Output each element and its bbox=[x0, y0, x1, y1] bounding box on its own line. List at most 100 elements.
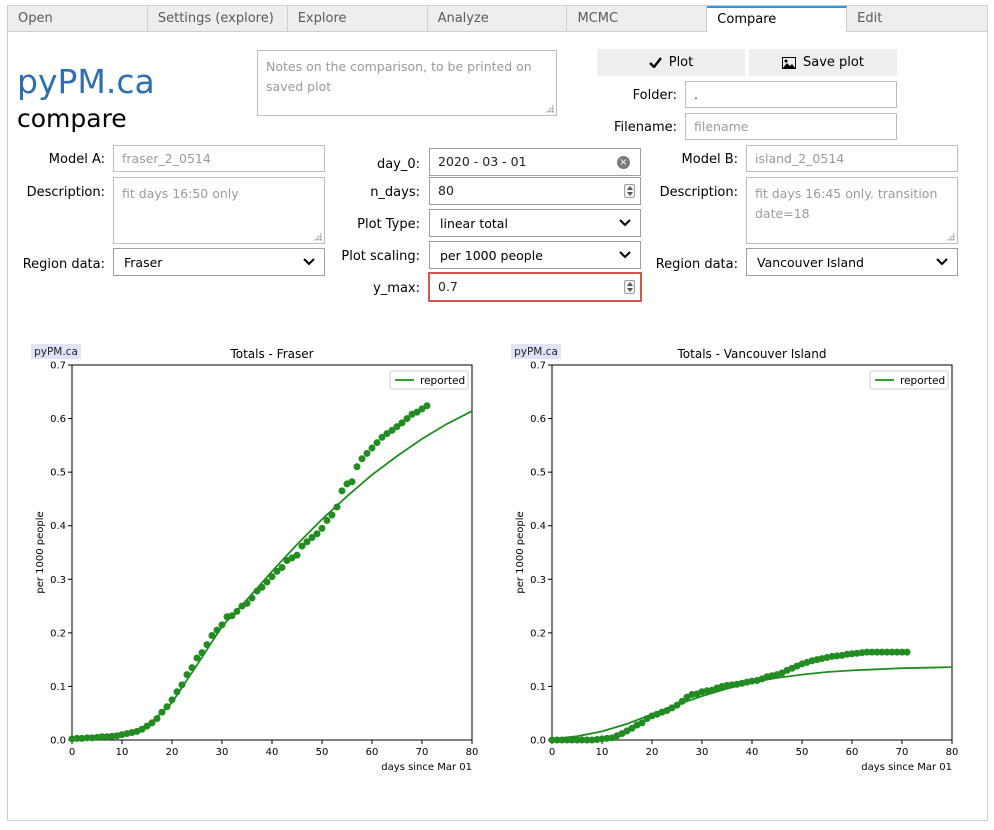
data-point bbox=[233, 607, 241, 615]
data-point bbox=[253, 587, 261, 595]
y-tick-label: 0.1 bbox=[50, 682, 66, 693]
data-point bbox=[143, 722, 151, 730]
data-point bbox=[83, 734, 91, 742]
ndays-input[interactable]: 80 bbox=[429, 177, 641, 205]
chart-fraser: Totals - Fraser pyPM.ca 0 10 20 30 40 50 60 70 80 0… bbox=[30, 340, 480, 780]
plot-scaling-select[interactable]: per 1000 people bbox=[429, 241, 641, 269]
chart-island-svg: Totals - Vancouver Island pyPM.ca 0 10 20 30 4… bbox=[511, 344, 958, 773]
model-b-region-select[interactable]: Vancouver Island bbox=[746, 248, 958, 276]
model-b-description-text: fit days 16:45 only. transition date=18 bbox=[755, 186, 938, 221]
data-point bbox=[178, 681, 186, 689]
model-b-region-value: Vancouver Island bbox=[757, 255, 864, 270]
data-point bbox=[73, 734, 81, 742]
data-point bbox=[173, 688, 181, 696]
x-tick-label: 0 bbox=[69, 747, 75, 758]
page-subtitle: compare bbox=[17, 104, 127, 133]
y-tick-label: 0.3 bbox=[530, 575, 546, 586]
plot-type-label: Plot Type: bbox=[357, 217, 420, 232]
resize-grip-icon[interactable] bbox=[545, 104, 554, 113]
day0-input[interactable]: 2020 - 03 - 01 × bbox=[429, 148, 641, 176]
chevron-down-icon bbox=[303, 258, 315, 266]
image-icon bbox=[782, 56, 797, 69]
x-tick-label: 20 bbox=[166, 747, 179, 758]
model-a-region-value: Fraser bbox=[124, 255, 163, 270]
resize-grip-icon[interactable] bbox=[313, 232, 322, 241]
y-tick-label: 0.2 bbox=[530, 628, 546, 639]
y-tick-label: 0.4 bbox=[50, 521, 66, 532]
tab-analyze[interactable]: Analyze bbox=[427, 6, 568, 31]
model-a-description-label: Description: bbox=[26, 185, 105, 200]
data-point bbox=[413, 408, 421, 416]
data-point bbox=[208, 632, 216, 640]
y-tick-label: 0.0 bbox=[530, 736, 546, 747]
data-point bbox=[548, 736, 556, 744]
model-a-region-select[interactable]: Fraser bbox=[113, 248, 325, 276]
plot-type-value: linear total bbox=[440, 216, 508, 231]
tab-open[interactable]: Open bbox=[8, 6, 148, 31]
tab-explore[interactable]: Explore bbox=[287, 6, 428, 31]
resize-grip-icon[interactable] bbox=[946, 232, 955, 241]
clear-icon[interactable]: × bbox=[617, 156, 630, 169]
spinner-icon[interactable] bbox=[624, 280, 635, 294]
folder-input[interactable]: . bbox=[685, 81, 897, 108]
data-point bbox=[388, 426, 396, 434]
plot-type-select[interactable]: linear total bbox=[429, 209, 641, 237]
folder-label: Folder: bbox=[632, 88, 677, 103]
data-point bbox=[638, 719, 646, 727]
save-plot-label: Save plot bbox=[803, 55, 864, 70]
data-point bbox=[188, 664, 196, 672]
y-tick-label: 0.5 bbox=[50, 468, 66, 479]
ymax-value: 0.7 bbox=[438, 279, 458, 294]
x-tick-label: 10 bbox=[596, 747, 609, 758]
data-point bbox=[183, 671, 191, 679]
day0-label: day_0: bbox=[376, 157, 420, 172]
tab-bar: Open Settings (explore) Explore Analyze … bbox=[8, 6, 988, 32]
tab-edit[interactable]: Edit bbox=[847, 6, 988, 31]
x-tick-label: 50 bbox=[796, 747, 809, 758]
tab-mcmc[interactable]: MCMC bbox=[567, 6, 708, 31]
data-point bbox=[358, 455, 366, 463]
chevron-down-icon bbox=[619, 219, 631, 227]
ymax-label: y_max: bbox=[373, 281, 420, 296]
filename-input[interactable]: filename bbox=[685, 113, 897, 140]
data-point bbox=[273, 567, 281, 575]
model-b-input[interactable]: island_2_0514 bbox=[746, 145, 958, 172]
x-tick-label: 80 bbox=[466, 747, 479, 758]
y-tick-label: 0.6 bbox=[530, 414, 546, 425]
data-point bbox=[158, 708, 166, 716]
data-point bbox=[863, 648, 871, 656]
spinner-icon[interactable] bbox=[624, 184, 635, 198]
save-plot-button[interactable]: Save plot bbox=[749, 49, 897, 76]
model-b-description[interactable]: fit days 16:45 only. transition date=18 bbox=[746, 177, 958, 244]
chart-badge: pyPM.ca bbox=[514, 346, 558, 358]
plot-scaling-label: Plot scaling: bbox=[341, 249, 420, 264]
x-tick-label: 40 bbox=[266, 747, 279, 758]
model-a-region-label: Region data: bbox=[22, 257, 105, 272]
model-a-input[interactable]: fraser_2_0514 bbox=[113, 145, 325, 172]
chart-title: Totals - Vancouver Island bbox=[677, 347, 827, 361]
y-tick-label: 0.4 bbox=[530, 521, 546, 532]
data-point bbox=[323, 516, 331, 524]
data-point bbox=[138, 725, 146, 733]
data-point bbox=[348, 478, 356, 486]
data-point bbox=[678, 697, 686, 705]
ymax-input[interactable]: 0.7 bbox=[428, 272, 642, 302]
x-tick-label: 50 bbox=[316, 747, 329, 758]
legend-label: reported bbox=[420, 375, 465, 387]
data-point bbox=[193, 654, 201, 662]
y-tick-label: 0.5 bbox=[530, 468, 546, 479]
tab-compare[interactable]: Compare bbox=[707, 6, 848, 32]
x-tick-label: 30 bbox=[696, 747, 709, 758]
y-axis-label: per 1000 people bbox=[35, 511, 46, 593]
model-a-description[interactable]: fit days 16:50 only bbox=[113, 177, 325, 244]
model-b-description-label: Description: bbox=[659, 185, 738, 200]
filename-label: Filename: bbox=[613, 120, 677, 135]
app-logo: pyPM.ca bbox=[17, 62, 155, 101]
data-point bbox=[278, 564, 286, 571]
data-point bbox=[258, 583, 266, 591]
tab-settings-explore[interactable]: Settings (explore) bbox=[147, 6, 288, 31]
data-point bbox=[898, 648, 906, 656]
plot-button[interactable]: Plot bbox=[597, 49, 745, 76]
notes-textarea[interactable]: Notes on the comparison, to be printed o… bbox=[257, 50, 557, 116]
data-point bbox=[198, 649, 206, 657]
